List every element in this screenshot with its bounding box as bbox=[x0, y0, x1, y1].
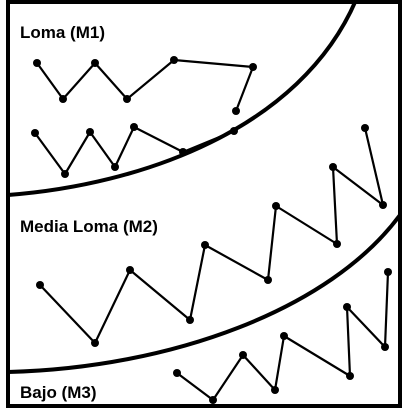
sample-point bbox=[173, 369, 181, 377]
sample-point bbox=[329, 163, 337, 171]
sample-point bbox=[91, 59, 99, 67]
sample-point bbox=[209, 396, 217, 404]
zone-label-loma: Loma (M1) bbox=[20, 23, 105, 42]
transect-loma-1 bbox=[36, 58, 255, 112]
sample-point bbox=[91, 339, 99, 347]
sample-point bbox=[272, 202, 280, 210]
diagram-frame bbox=[6, 0, 402, 408]
zone-label-media-loma: Media Loma (M2) bbox=[20, 217, 158, 236]
transect-lines bbox=[31, 56, 392, 404]
sample-point bbox=[343, 303, 351, 311]
boundary-curve-upper bbox=[7, 0, 358, 197]
sample-point bbox=[249, 63, 257, 71]
transect-loma-2 bbox=[34, 125, 235, 176]
sample-point bbox=[361, 124, 369, 132]
sample-point bbox=[179, 148, 187, 156]
sample-point bbox=[201, 241, 209, 249]
sample-point bbox=[130, 123, 138, 131]
sample-point bbox=[271, 386, 279, 394]
sample-point bbox=[111, 163, 119, 171]
sample-point bbox=[33, 59, 41, 67]
boundary-curve-lower bbox=[7, 213, 402, 374]
sample-point bbox=[123, 95, 131, 103]
sample-point bbox=[232, 107, 240, 115]
sample-point bbox=[170, 56, 178, 64]
sample-point bbox=[239, 351, 247, 359]
sample-point bbox=[264, 276, 272, 284]
sample-point bbox=[36, 281, 44, 289]
zone-label-bajo: Bajo (M3) bbox=[20, 383, 97, 402]
sample-point bbox=[381, 343, 389, 351]
sample-point bbox=[384, 268, 392, 276]
sample-point bbox=[346, 372, 354, 380]
sample-point bbox=[280, 332, 288, 340]
sample-point bbox=[186, 316, 194, 324]
sample-point bbox=[230, 127, 238, 135]
sample-point bbox=[59, 95, 67, 103]
sample-point bbox=[31, 129, 39, 137]
sample-point bbox=[126, 266, 134, 274]
sample-point bbox=[333, 240, 341, 248]
sample-point bbox=[379, 201, 387, 209]
sample-point bbox=[86, 128, 94, 136]
sample-point bbox=[61, 170, 69, 178]
